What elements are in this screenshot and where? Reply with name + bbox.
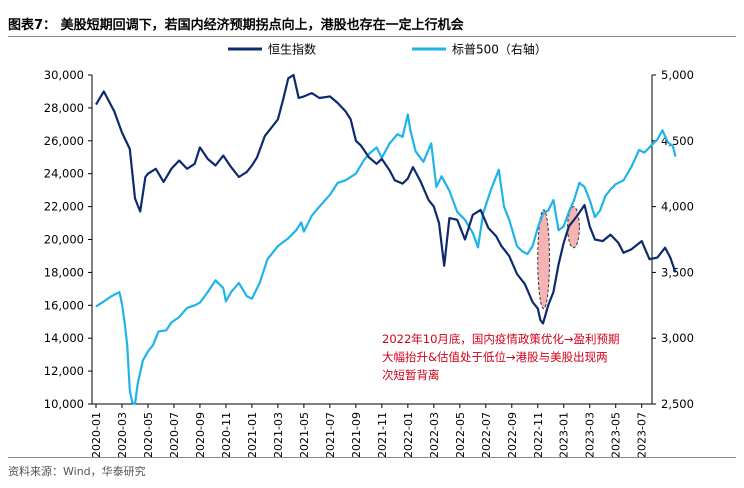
- x-tick-label: 2023-05: [610, 412, 623, 458]
- x-tick-label: 2020-11: [220, 412, 233, 458]
- x-tick-label: 2023-03: [584, 412, 597, 458]
- legend-label-hsi: 恒生指数: [268, 42, 316, 57]
- y-left-tick-label: 30,000: [44, 68, 84, 82]
- y-left-tick-label: 14,000: [44, 331, 84, 345]
- annotation-line-1: 2022年10月底，国内疫情政策优化→盈利预期: [382, 332, 620, 346]
- y-right-tick-label: 3,500: [661, 265, 694, 279]
- x-tick-label: 2022-01: [402, 412, 415, 458]
- x-tick-label: 2021-07: [324, 412, 337, 458]
- y-right-tick-label: 5,000: [661, 68, 694, 82]
- title-divider: [8, 36, 736, 37]
- source-note: 资料来源：Wind，华泰研究: [8, 465, 146, 478]
- y-left-tick-label: 16,000: [44, 298, 84, 312]
- legend-label-spx500: 标普500（右轴）: [452, 42, 547, 57]
- x-tick-label: 2022-03: [428, 412, 441, 458]
- x-tick-label: 2020-03: [116, 412, 129, 458]
- x-tick-label: 2023-07: [636, 412, 649, 458]
- x-tick-label: 2020-07: [168, 412, 181, 458]
- y-left-tick-label: 24,000: [44, 167, 84, 181]
- x-tick-label: 2021-09: [350, 412, 363, 458]
- y-left-tick-label: 12,000: [44, 364, 84, 378]
- highlight-ellipse: [537, 209, 550, 310]
- y-left-tick-label: 10,000: [44, 397, 84, 411]
- x-tick-label: 2022-09: [506, 412, 519, 458]
- x-tick-label: 2021-01: [246, 412, 259, 458]
- x-tick-label: 2020-01: [90, 412, 103, 458]
- x-tick-label: 2021-05: [298, 412, 311, 458]
- x-tick-label: 2020-05: [142, 412, 155, 458]
- x-tick-label: 2021-11: [376, 412, 389, 458]
- series-line-spx500: [95, 113, 677, 406]
- series-line-hsi: [95, 73, 677, 325]
- y-right-tick-label: 2,500: [661, 397, 694, 411]
- annotation-text: 2022年10月底，国内疫情政策优化→盈利预期 大幅抬升&估值处于低位→港股与美…: [382, 330, 648, 384]
- x-tick-label: 2022-05: [454, 412, 467, 458]
- y-right-tick-label: 3,000: [661, 331, 694, 345]
- annotation-line-2: 大幅抬升&估值处于低位→港股与美股出现两: [382, 350, 608, 364]
- x-tick-label: 2022-07: [480, 412, 493, 458]
- legend: 恒生指数 标普500（右轴）: [228, 42, 547, 57]
- y-left-tick-label: 22,000: [44, 200, 84, 214]
- y-left-tick-label: 28,000: [44, 101, 84, 115]
- chart-title: 图表7： 美股短期回调下，若国内经济预期拐点向上，港股也存在一定上行机会: [8, 18, 464, 33]
- y-right-tick-label: 4,000: [661, 200, 694, 214]
- y-left-tick-label: 18,000: [44, 265, 84, 279]
- annotation-line-3: 次短暂背离: [382, 368, 440, 382]
- x-tick-label: 2020-09: [194, 412, 207, 458]
- x-tick-label: 2021-03: [272, 412, 285, 458]
- x-tick-label: 2023-01: [558, 412, 571, 458]
- footer-divider: [8, 457, 736, 458]
- series-layer: [95, 73, 677, 406]
- y-left-tick-label: 26,000: [44, 134, 84, 148]
- y-left-tick-label: 20,000: [44, 233, 84, 247]
- x-tick-label: 2022-11: [532, 412, 545, 458]
- axis-layer: 10,000 12,000 14,000 16,000 18,000 20,000 22,0…: [44, 68, 694, 458]
